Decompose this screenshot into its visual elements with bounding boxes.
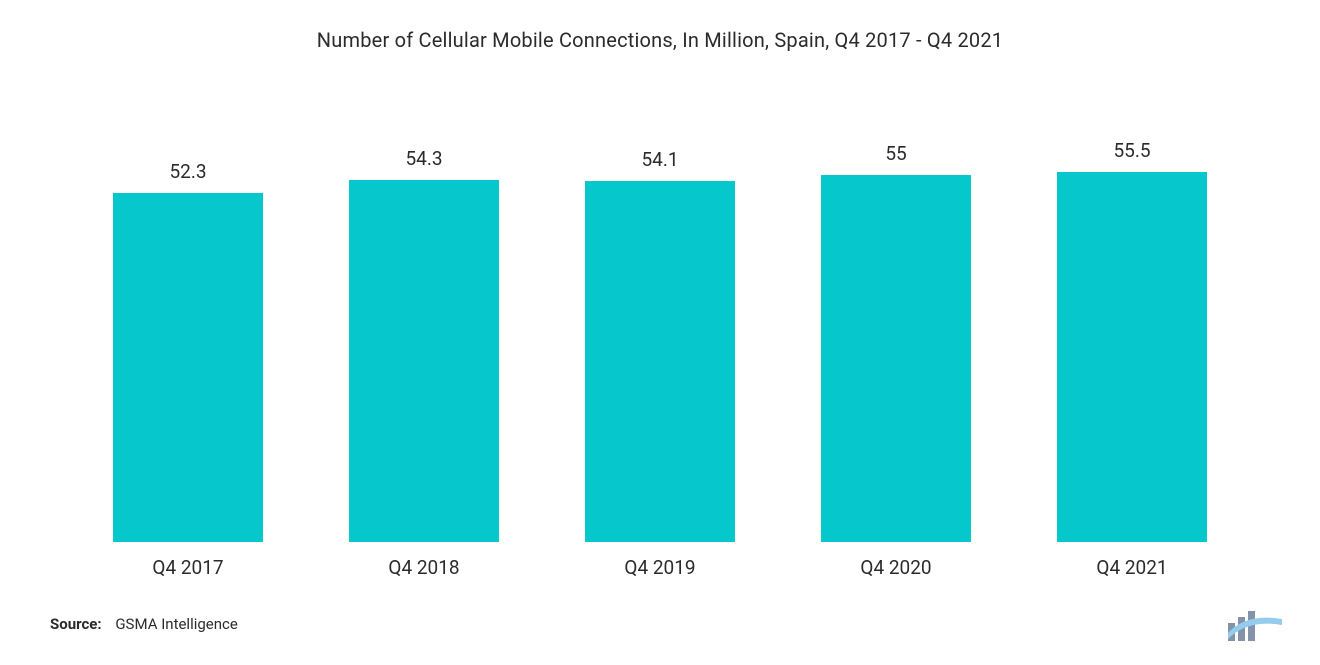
source-attribution: Source: GSMA Intelligence [50, 615, 238, 633]
x-axis-label: Q4 2019 [575, 556, 745, 579]
chart-title: Number of Cellular Mobile Connections, I… [50, 28, 1270, 52]
x-axis-label: Q4 2017 [103, 556, 273, 579]
x-axis-label: Q4 2018 [339, 556, 509, 579]
bar [821, 175, 971, 542]
source-label: Source: [50, 615, 102, 633]
bar-value-label: 54.1 [641, 148, 678, 171]
bar-group: 55.5 [1047, 139, 1217, 542]
bar-value-label: 55 [885, 142, 906, 165]
bar [349, 180, 499, 542]
bar [113, 193, 263, 542]
x-axis-labels: Q4 2017 Q4 2018 Q4 2019 Q4 2020 Q4 2021 [50, 542, 1270, 579]
bar-value-label: 54.3 [405, 147, 442, 170]
bar-value-label: 52.3 [169, 160, 206, 183]
bar [1057, 172, 1207, 542]
x-axis-label: Q4 2021 [1047, 556, 1217, 579]
bar-group: 54.1 [575, 148, 745, 542]
bar-group: 52.3 [103, 160, 273, 542]
bar [585, 181, 735, 542]
chart-container: Number of Cellular Mobile Connections, I… [0, 0, 1320, 665]
mordor-intelligence-logo [1226, 609, 1284, 643]
bar-group: 55 [811, 142, 981, 542]
bar-value-label: 55.5 [1113, 139, 1150, 162]
bar-group: 54.3 [339, 147, 509, 542]
x-axis-label: Q4 2020 [811, 556, 981, 579]
plot-area: 52.3 54.3 54.1 55 55.5 [50, 102, 1270, 542]
source-text: GSMA Intelligence [115, 615, 238, 633]
